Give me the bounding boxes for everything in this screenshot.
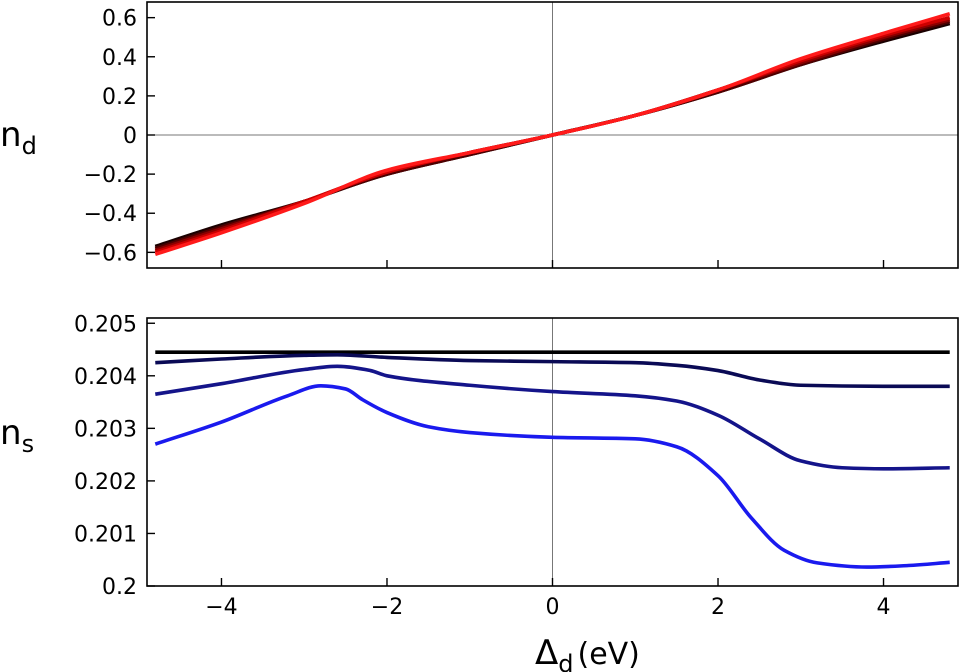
nd-plot-frame xyxy=(146,1,959,269)
xtick-label: −4 xyxy=(205,595,237,620)
xtick-label: 4 xyxy=(877,595,891,620)
ns-ytick-label: 0.2 xyxy=(102,575,137,600)
nd-panel: −0.6 −0.4 −0.2 0 0.2 0.4 0.6 nd xyxy=(0,1,959,269)
xtick-label: 2 xyxy=(711,595,725,620)
ns-ticks: 0.2 0.201 0.202 0.203 0.204 0.205 −4 −2 0 2 4 xyxy=(74,312,891,620)
ns-ytick-label: 0.204 xyxy=(74,365,137,390)
x-axis-label: Δd (eV) xyxy=(535,633,640,672)
ns-ytick-label: 0.203 xyxy=(74,417,137,442)
nd-ytick-label: 0.2 xyxy=(102,85,137,110)
nd-ylabel: nd xyxy=(0,115,37,160)
ns-series-group xyxy=(154,318,950,586)
nd-ytick-label: 0.4 xyxy=(102,46,137,71)
nd-ytick-label: −0.4 xyxy=(84,202,137,227)
nd-ytick-label: 0.6 xyxy=(102,7,137,32)
nd-series-line-5 xyxy=(154,12,951,257)
nd-series-group xyxy=(147,2,958,268)
ns-ytick-label: 0.202 xyxy=(74,470,137,495)
ns-ylabel: ns xyxy=(0,413,34,458)
nd-ytick-label: −0.6 xyxy=(84,241,137,266)
nd-ytick-label: −0.2 xyxy=(84,163,137,188)
ns-plot-frame xyxy=(146,317,959,587)
nd-ytick-label: 0 xyxy=(123,124,137,149)
ns-series-line-3 xyxy=(154,364,950,471)
ns-series-line-4 xyxy=(154,383,950,569)
ns-ytick-label: 0.201 xyxy=(74,522,137,547)
ns-series-line-2 xyxy=(155,352,950,389)
xtick-label: 0 xyxy=(546,595,560,620)
nd-ticks: −0.6 −0.4 −0.2 0 0.2 0.4 0.6 xyxy=(84,7,885,268)
xtick-label: −2 xyxy=(371,595,403,620)
ns-ytick-label: 0.205 xyxy=(74,312,137,337)
ns-panel: 0.2 0.201 0.202 0.203 0.204 0.205 −4 −2 0 2 4 ns Δ… xyxy=(0,312,959,672)
